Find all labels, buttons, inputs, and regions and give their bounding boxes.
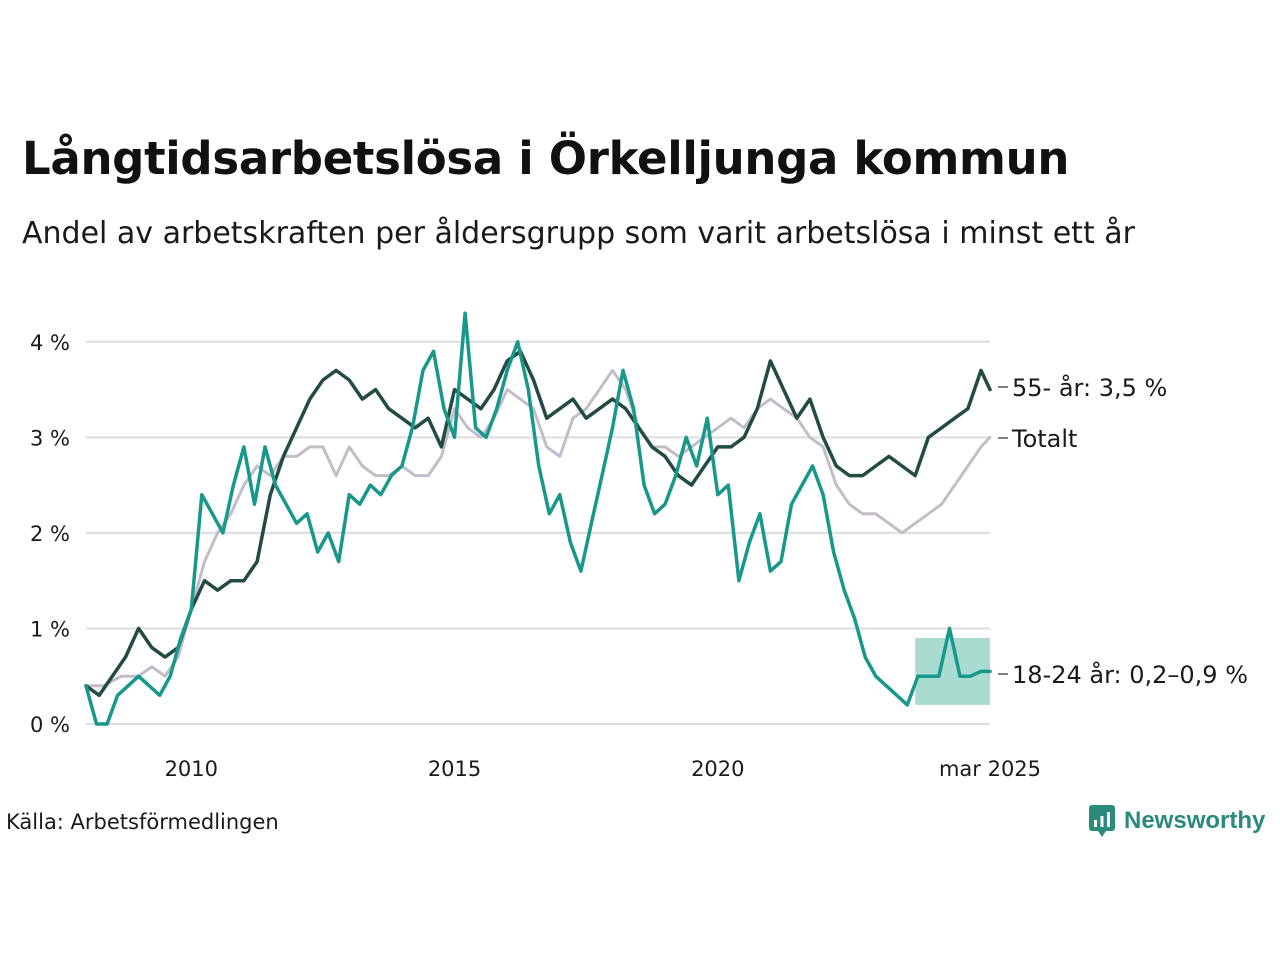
grid-lines bbox=[86, 340, 990, 725]
y-axis-ticks: 0 % 1 % 2 % 3 % 4 % bbox=[30, 331, 70, 737]
series-line-age18_24 bbox=[84, 311, 992, 726]
x-tick-label: 2015 bbox=[428, 757, 481, 781]
y-tick-label: 1 % bbox=[30, 617, 70, 641]
x-axis-ticks: 2010 2015 2020 mar 2025 bbox=[165, 757, 1041, 781]
source-note: Källa: Arbetsförmedlingen bbox=[6, 810, 279, 834]
series-line-age55 bbox=[84, 349, 992, 698]
x-tick-label: 2020 bbox=[691, 757, 744, 781]
chart-subtitle: Andel av arbetskraften per åldersgrupp s… bbox=[22, 216, 1135, 251]
series-label-total: Totalt bbox=[1011, 425, 1077, 453]
chart-title: Långtidsarbetslösa i Örkelljunga kommun bbox=[22, 132, 1070, 185]
brand-name: Newsworthy bbox=[1124, 807, 1266, 834]
series-label-age18_24: 18-24 år: 0,2–0,9 % bbox=[1012, 660, 1248, 689]
y-tick-label: 0 % bbox=[30, 713, 70, 737]
x-tick-label: mar 2025 bbox=[939, 757, 1041, 781]
x-tick-label: 2010 bbox=[165, 757, 218, 781]
y-tick-label: 2 % bbox=[30, 522, 70, 546]
series-label-age55: 55- år: 3,5 % bbox=[1012, 373, 1167, 402]
series-labels: Totalt 55- år: 3,5 % 18-24 år: 0,2–0,9 % bbox=[998, 373, 1248, 689]
newsworthy-logo-icon bbox=[1089, 805, 1115, 837]
y-tick-label: 4 % bbox=[30, 331, 70, 355]
y-tick-label: 3 % bbox=[30, 426, 70, 450]
brand-logo: Newsworthy bbox=[1088, 804, 1265, 838]
series-lines bbox=[84, 311, 992, 726]
